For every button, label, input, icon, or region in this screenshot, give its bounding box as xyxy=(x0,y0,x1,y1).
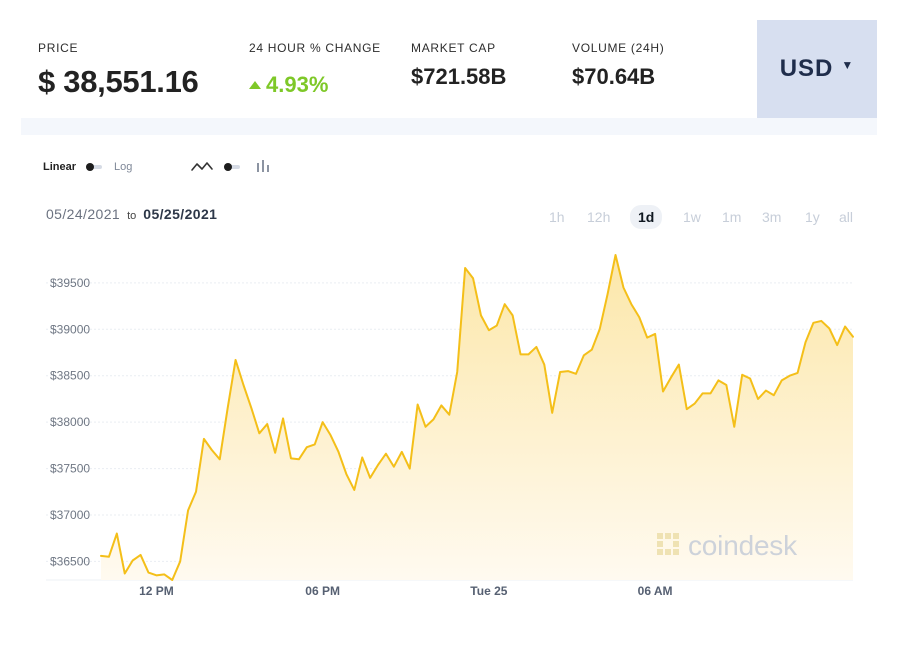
y-tick-label: $38500 xyxy=(50,369,90,383)
price-line xyxy=(100,254,854,581)
x-tick-label: 06 PM xyxy=(305,584,340,598)
price-area xyxy=(101,255,853,580)
market-cap-value: $721.58B xyxy=(411,64,507,89)
y-tick-label: $39500 xyxy=(50,276,90,290)
coindesk-watermark: coindesk xyxy=(657,530,798,561)
range-3m[interactable]: 3m xyxy=(762,209,782,225)
bar-chart-icon[interactable] xyxy=(252,159,276,175)
chevron-down-icon: ▼ xyxy=(841,58,855,72)
currency-selector[interactable]: USD ▼ xyxy=(757,20,877,118)
toggle-knob xyxy=(86,163,95,171)
volume-label: VOLUME (24H) xyxy=(572,41,665,55)
x-tick-label: Tue 25 xyxy=(470,584,507,598)
change-value-wrap: 4.93% xyxy=(249,72,328,98)
y-axis-labels: $36500 $37000 $37500 $38000 $38500 $39000 $395… xyxy=(50,276,90,569)
range-1m[interactable]: 1m xyxy=(722,209,742,225)
log-scale-label[interactable]: Log xyxy=(114,161,133,173)
area-layer xyxy=(101,255,853,580)
range-1h[interactable]: 1h xyxy=(549,209,565,225)
range-all[interactable]: all xyxy=(839,209,854,225)
price-chart: $36500 $37000 $37500 $38000 $38500 $39000 $395… xyxy=(46,254,854,598)
y-tick-label: $36500 xyxy=(50,554,90,568)
y-tick-label: $39000 xyxy=(50,322,90,336)
watermark-text: coindesk xyxy=(688,530,798,561)
price-label: PRICE xyxy=(38,41,79,55)
y-tick-label: $37000 xyxy=(50,508,90,522)
line-chart-icon[interactable] xyxy=(190,159,214,175)
currency-label: USD xyxy=(779,55,834,82)
toggle-knob xyxy=(224,163,233,171)
change-value: 4.93% xyxy=(266,72,329,97)
market-overview-panel: PRICE $ 38,551.16 24 HOUR % CHANGE 4.93%… xyxy=(21,20,877,118)
date-range: 05/24/2021 to 05/25/2021 xyxy=(46,206,217,222)
time-range-selector: 1h 12h 1d 1w 1m 3m 1y all xyxy=(543,205,873,229)
y-tick-label: $37500 xyxy=(50,462,90,476)
scale-toggle[interactable] xyxy=(86,163,104,171)
y-tick-label: $38000 xyxy=(50,415,90,429)
up-arrow-icon xyxy=(249,81,261,89)
line-layer xyxy=(100,254,854,581)
price-value: $ 38,551.16 xyxy=(38,64,199,99)
toggle-track xyxy=(86,165,103,169)
range-1y[interactable]: 1y xyxy=(805,209,820,225)
linear-scale-label[interactable]: Linear xyxy=(43,161,77,173)
date-separator: to xyxy=(127,210,137,222)
toggle-track xyxy=(224,165,241,169)
start-date: 05/24/2021 xyxy=(46,206,121,222)
chart-panel: Linear Log 05/24/2021 to 05/25/2021 1h 12… xyxy=(21,135,877,610)
x-axis-labels: 12 PM 06 PM Tue 25 06 AM xyxy=(139,584,672,598)
x-tick-label: 12 PM xyxy=(139,584,174,598)
end-date: 05/25/2021 xyxy=(143,206,218,222)
range-1d[interactable]: 1d xyxy=(630,205,663,229)
panel-separator xyxy=(21,118,877,135)
range-12h[interactable]: 12h xyxy=(587,209,611,225)
market-cap-label: MARKET CAP xyxy=(411,41,496,55)
coindesk-logo-icon xyxy=(657,533,679,555)
chart-controls: Linear Log xyxy=(43,159,276,175)
chart-style-toggle[interactable] xyxy=(224,163,242,171)
change-label: 24 HOUR % CHANGE xyxy=(249,41,381,55)
x-tick-label: 06 AM xyxy=(638,584,673,598)
range-1w[interactable]: 1w xyxy=(683,209,701,225)
volume-value: $70.64B xyxy=(572,64,656,89)
